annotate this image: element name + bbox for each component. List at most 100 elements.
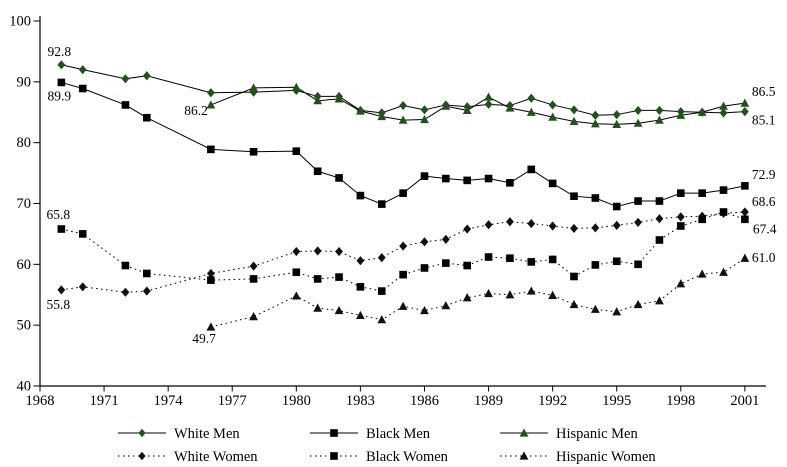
- data-label-86-5: 86.5: [752, 84, 776, 99]
- data-point-diamond: [634, 217, 642, 227]
- data-point-square: [506, 254, 514, 263]
- data-point-diamond: [506, 217, 514, 227]
- data-point-diamond: [634, 105, 642, 116]
- data-point-diamond: [612, 220, 621, 230]
- data-point-square: [399, 270, 407, 279]
- data-point-square: [57, 78, 66, 87]
- legend-label: Black Men: [366, 426, 431, 442]
- data-point-diamond: [292, 246, 301, 257]
- data-point-square: [207, 145, 215, 154]
- data-point-triangle: [420, 114, 429, 124]
- x-tick-label: 1986: [410, 393, 439, 409]
- data-point-square: [143, 113, 151, 122]
- data-point-square: [463, 261, 471, 270]
- x-tick-label: 2001: [730, 393, 759, 409]
- data-point-square: [655, 236, 664, 244]
- data-point-square: [677, 222, 685, 230]
- data-point-square: [527, 165, 536, 174]
- data-label-89-9: 89.9: [48, 88, 72, 103]
- data-point-triangle: [676, 279, 686, 288]
- data-point-square: [612, 257, 621, 266]
- data-point-square: [420, 172, 429, 180]
- data-point-triangle: [505, 103, 515, 112]
- x-tick-label: 1980: [282, 393, 311, 409]
- data-point-square: [356, 191, 365, 200]
- data-point-triangle: [206, 100, 216, 109]
- data-point-diamond: [441, 234, 450, 244]
- data-point-square: [313, 275, 322, 283]
- data-point-triangle: [633, 299, 643, 309]
- x-tick-label: 1971: [90, 393, 119, 409]
- data-point-diamond: [420, 237, 429, 247]
- data-label-67-4: 67.4: [753, 221, 777, 236]
- data-point-triangle: [356, 310, 365, 320]
- data-point-square: [78, 84, 87, 93]
- data-point-square: [612, 202, 621, 211]
- data-point-square: [527, 258, 536, 266]
- data-point-diamond: [570, 223, 578, 234]
- data-point-triangle: [526, 107, 536, 116]
- data-point-square: [741, 182, 749, 190]
- data-point-diamond: [655, 105, 664, 116]
- data-point-square: [741, 215, 749, 224]
- data-point-triangle: [291, 291, 301, 300]
- data-point-square: [570, 272, 578, 281]
- legend-item-white-women: White Women: [118, 449, 258, 465]
- y-tick-label: 50: [17, 318, 32, 334]
- data-point-triangle: [377, 315, 387, 324]
- data-point-square: [399, 189, 407, 197]
- data-point-triangle: [334, 94, 344, 103]
- data-point-square: [335, 174, 343, 182]
- data-point-square: [442, 259, 450, 267]
- data-point-square: [484, 253, 493, 261]
- data-point-diamond: [740, 207, 749, 217]
- data-point-triangle: [505, 290, 515, 299]
- data-point-diamond: [527, 93, 536, 103]
- data-point-square: [548, 255, 557, 264]
- data-point-square: [335, 273, 343, 281]
- data-point-diamond: [249, 261, 258, 271]
- series-white-men: [57, 60, 749, 120]
- data-point-triangle: [548, 112, 558, 121]
- y-tick-label: 70: [17, 196, 32, 212]
- data-point-diamond: [591, 223, 600, 233]
- data-point-triangle: [590, 304, 600, 313]
- data-point-diamond: [78, 65, 87, 75]
- data-point-square: [698, 189, 706, 197]
- data-point-diamond: [463, 224, 472, 234]
- x-tick-label: 1992: [538, 393, 567, 409]
- data-point-diamond: [740, 107, 749, 117]
- data-point-triangle: [249, 312, 258, 321]
- data-point-diamond: [612, 110, 621, 120]
- data-point-triangle: [719, 101, 728, 110]
- data-point-triangle: [633, 118, 643, 127]
- data-point-triangle: [484, 288, 493, 298]
- data-point-diamond: [206, 88, 215, 98]
- data-point-square: [698, 215, 706, 224]
- series-hispanic-women: [206, 253, 750, 331]
- data-point-diamond: [335, 246, 343, 257]
- data-label-61-0: 61.0: [752, 250, 776, 265]
- series-hispanic-men: [206, 82, 750, 129]
- series-white-women: [57, 207, 749, 297]
- data-point-diamond: [121, 74, 130, 84]
- data-point-diamond: [206, 268, 215, 279]
- data-point-diamond: [313, 246, 322, 256]
- data-point-square: [249, 275, 258, 283]
- data-point-square: [677, 189, 685, 197]
- data-point-triangle: [740, 98, 750, 107]
- y-tick-label: 80: [17, 135, 32, 151]
- data-point-triangle: [697, 269, 707, 278]
- y-tick-label: 60: [17, 257, 32, 273]
- data-point-square: [330, 429, 338, 437]
- data-point-diamond: [527, 218, 536, 229]
- y-tick-label: 90: [17, 74, 32, 90]
- data-point-triangle: [334, 305, 344, 315]
- x-tick-label: 1977: [218, 393, 247, 409]
- series-line: [61, 64, 745, 116]
- data-point-diamond: [57, 285, 66, 295]
- data-point-triangle: [569, 299, 579, 309]
- data-point-diamond: [138, 451, 146, 461]
